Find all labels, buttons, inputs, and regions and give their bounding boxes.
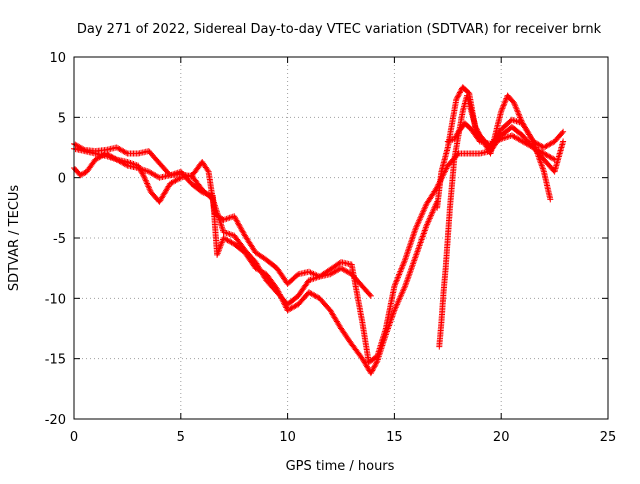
tick-layer: 0 5 10 15 20 25 -20 -15 -10 -5 0 5 10 (45, 51, 617, 445)
data-series-markers (444, 120, 558, 163)
y-tick-label: -15 (45, 353, 66, 368)
y-tick-label: -10 (45, 292, 66, 307)
x-tick-label: 5 (177, 430, 185, 445)
y-tick-label: -20 (45, 413, 66, 428)
y-tick-label: 5 (58, 111, 66, 126)
x-tick-label: 15 (386, 430, 403, 445)
y-tick-label: 0 (58, 172, 66, 187)
data-layer (71, 84, 567, 377)
x-tick-label: 25 (600, 430, 617, 445)
x-tick-label: 10 (279, 430, 296, 445)
y-tick-label: 10 (49, 51, 66, 66)
x-tick-label: 0 (70, 430, 78, 445)
chart-title: Day 271 of 2022, Sidereal Day-to-day VTE… (77, 22, 602, 37)
x-tick-label: 20 (493, 430, 510, 445)
y-axis-label: SDTVAR / TECUs (7, 185, 22, 292)
data-series-6 (444, 120, 558, 163)
y-tick-label: -5 (53, 232, 66, 247)
x-axis-label: GPS time / hours (286, 459, 395, 474)
